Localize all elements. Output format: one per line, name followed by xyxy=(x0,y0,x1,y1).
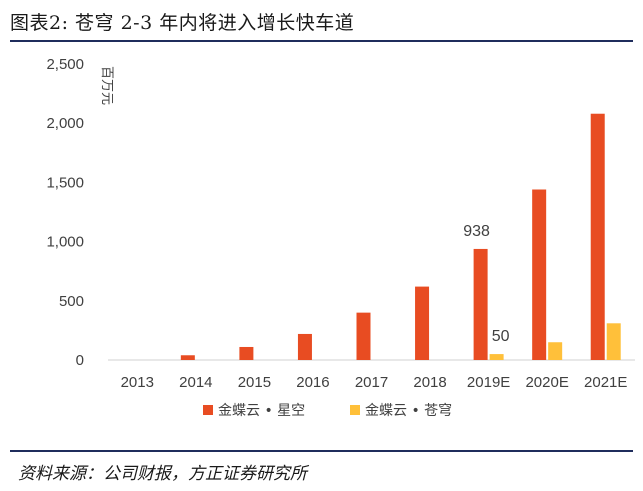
legend-swatch xyxy=(350,405,360,415)
x-tick-label: 2016 xyxy=(296,374,329,391)
legend-label: 金蝶云 • 星空 xyxy=(218,403,305,419)
x-tick-label: 2015 xyxy=(238,374,271,391)
bar-cangqiong-2020E xyxy=(548,342,563,360)
bar-xingkong-2016 xyxy=(297,333,312,360)
legend-swatch xyxy=(203,405,213,415)
legend-label: 金蝶云 • 苍穹 xyxy=(365,403,452,419)
data-labels: 938 50 xyxy=(463,223,509,345)
x-axis: 2013 2014 2015 2016 2017 2018 2019E 2020E 2021E xyxy=(121,374,628,391)
bar-xingkong-2019E xyxy=(473,248,488,360)
bars xyxy=(180,113,621,360)
data-label: 50 xyxy=(492,328,510,345)
y-tick-label: 1,500 xyxy=(46,174,84,191)
x-tick-label: 2018 xyxy=(413,374,446,391)
bar-xingkong-2020E xyxy=(532,189,547,360)
bar-xingkong-2015 xyxy=(239,346,254,360)
legend: 金蝶云 • 星空 金蝶云 • 苍穹 xyxy=(203,403,452,419)
x-tick-label: 2020E xyxy=(525,374,568,391)
bar-cangqiong-2019E xyxy=(489,354,504,360)
x-tick-label: 2017 xyxy=(355,374,388,391)
x-tick-label: 2021E xyxy=(584,374,627,391)
bar-xingkong-2021E xyxy=(590,113,605,360)
bar-xingkong-2017 xyxy=(356,312,371,360)
source-note: 资料来源：公司财报，方正证券研究所 xyxy=(18,464,307,484)
x-tick-label: 2019E xyxy=(467,374,510,391)
y-axis-label: 百万元 xyxy=(99,66,114,105)
title-rule xyxy=(10,40,633,42)
x-tick-label: 2013 xyxy=(121,374,154,391)
y-axis: 0 500 1,000 1,500 2,000 2,500 xyxy=(46,56,84,369)
y-tick-label: 2,000 xyxy=(46,115,84,132)
x-tick-label: 2014 xyxy=(179,374,212,391)
y-tick-label: 0 xyxy=(76,352,84,369)
bar-cangqiong-2021E xyxy=(606,323,621,360)
chart-title: 图表2: 苍穹 2-3 年内将进入增长快车道 xyxy=(10,12,355,34)
bar-xingkong-2014 xyxy=(180,355,195,360)
bar-xingkong-2018 xyxy=(415,286,430,360)
source-rule xyxy=(10,450,633,452)
y-tick-label: 500 xyxy=(59,293,84,310)
y-tick-label: 1,000 xyxy=(46,234,84,251)
data-label: 938 xyxy=(463,223,490,240)
y-tick-label: 2,500 xyxy=(46,56,84,73)
